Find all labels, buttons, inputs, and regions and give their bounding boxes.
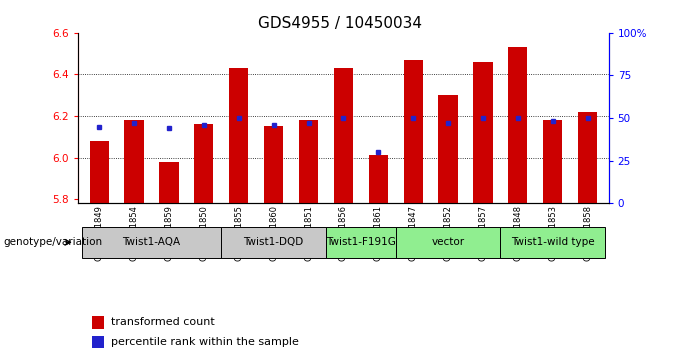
FancyBboxPatch shape xyxy=(326,227,396,258)
Text: genotype/variation: genotype/variation xyxy=(3,237,103,247)
FancyBboxPatch shape xyxy=(396,227,500,258)
Text: transformed count: transformed count xyxy=(111,317,215,327)
Bar xyxy=(473,62,492,203)
Bar xyxy=(543,120,562,203)
Bar xyxy=(369,155,388,203)
Bar xyxy=(404,60,423,203)
Text: Twist1-wild type: Twist1-wild type xyxy=(511,237,594,247)
Bar xyxy=(90,141,109,203)
Text: percentile rank within the sample: percentile rank within the sample xyxy=(111,337,299,347)
Text: Twist1-F191G: Twist1-F191G xyxy=(326,237,396,247)
Text: GDS4955 / 10450034: GDS4955 / 10450034 xyxy=(258,16,422,31)
Bar xyxy=(508,47,528,203)
FancyBboxPatch shape xyxy=(500,227,605,258)
Bar xyxy=(194,124,214,203)
Text: vector: vector xyxy=(432,237,464,247)
Bar xyxy=(124,120,143,203)
Bar xyxy=(229,68,248,203)
Bar xyxy=(334,68,353,203)
Bar xyxy=(578,112,597,203)
Bar xyxy=(439,95,458,203)
Bar xyxy=(159,162,179,203)
Bar xyxy=(264,126,283,203)
Bar xyxy=(92,336,104,348)
Text: Twist1-DQD: Twist1-DQD xyxy=(243,237,304,247)
FancyBboxPatch shape xyxy=(221,227,326,258)
Bar xyxy=(92,316,104,329)
Text: Twist1-AQA: Twist1-AQA xyxy=(122,237,181,247)
FancyBboxPatch shape xyxy=(82,227,221,258)
Bar xyxy=(299,120,318,203)
